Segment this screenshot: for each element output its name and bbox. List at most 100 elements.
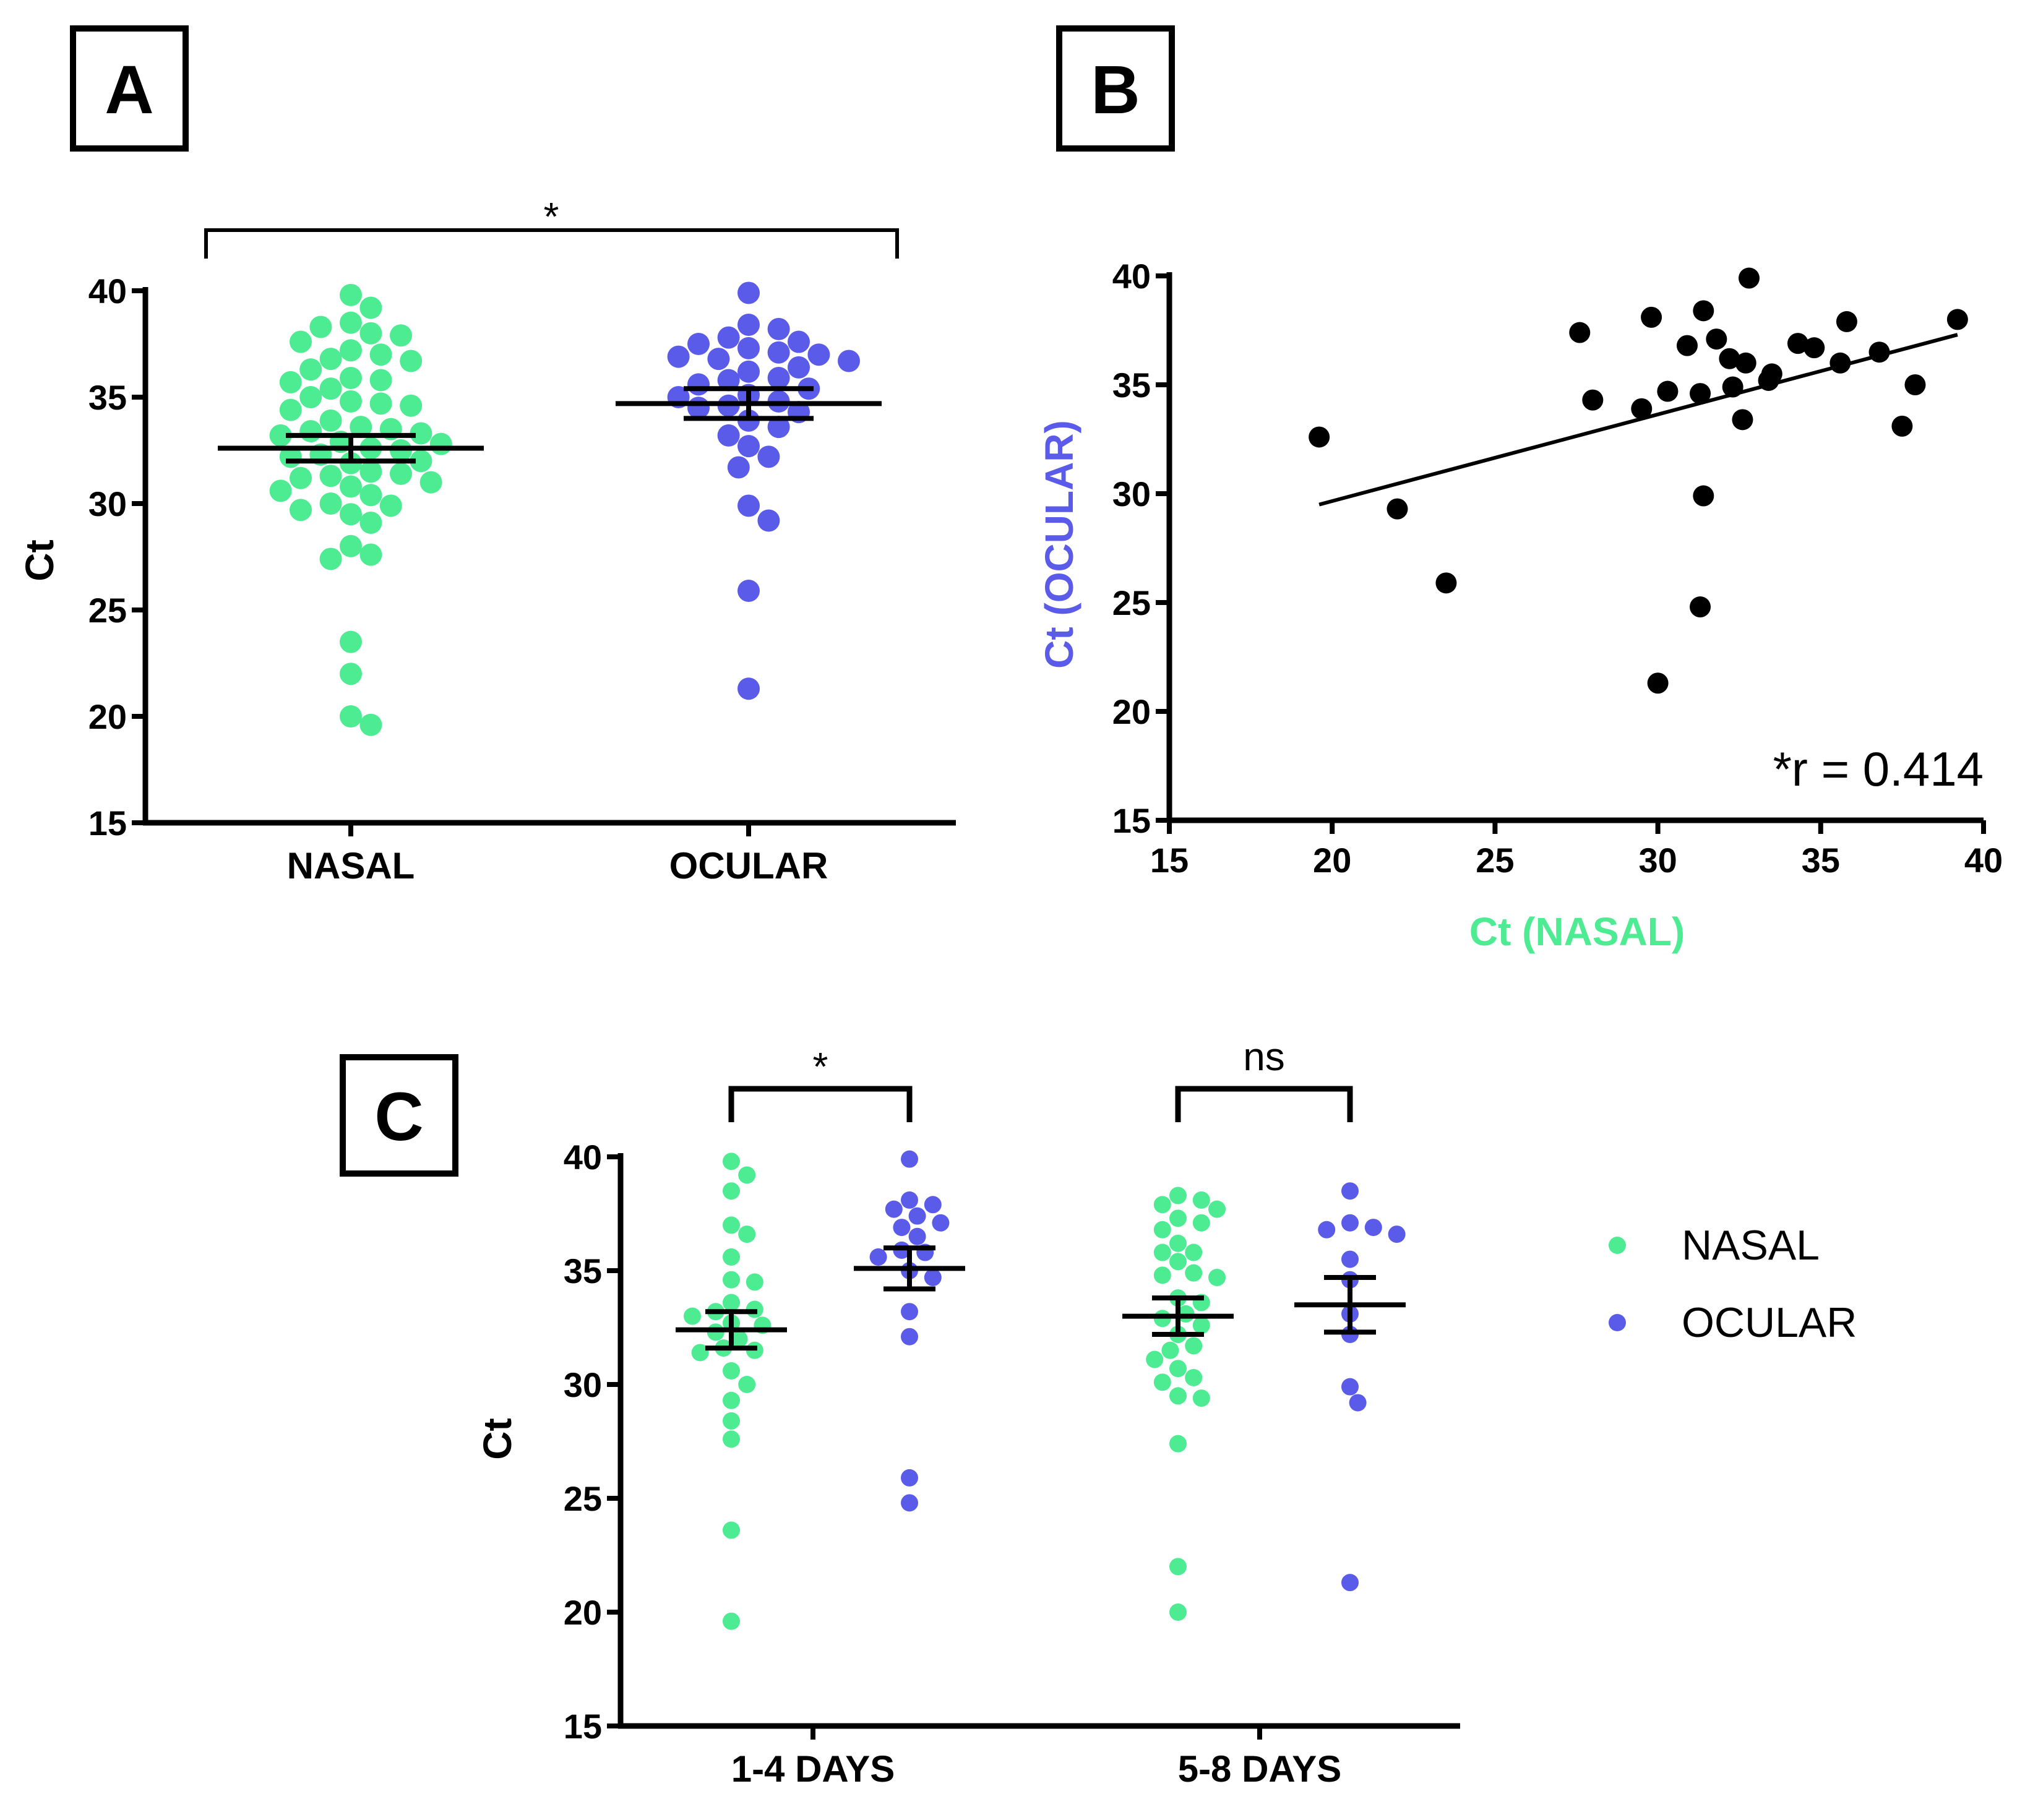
panel-a-point-ocular xyxy=(717,424,740,447)
panel-b-points xyxy=(1309,267,1968,694)
panel-b-point xyxy=(1787,333,1808,354)
panel-c-point-nasal xyxy=(1169,1187,1187,1204)
panel-c-point-nasal xyxy=(1169,1558,1187,1576)
panel-b-y-tick-label: 30 xyxy=(1112,474,1151,513)
panel-a-point-ocular xyxy=(737,337,760,359)
panel-b-point xyxy=(1829,352,1851,374)
panel-b-point xyxy=(1676,335,1698,356)
panel-c-point-nasal xyxy=(1192,1214,1210,1232)
panel-a-point-nasal xyxy=(340,705,362,728)
panel-b-point xyxy=(1706,328,1727,350)
panel-a-sig-bracket xyxy=(204,228,899,259)
panel-b-y-tick-label: 35 xyxy=(1112,366,1151,405)
panel-a-point-nasal xyxy=(359,543,382,566)
panel-a-x-tick-label: NASAL xyxy=(287,845,415,886)
panel-b-x-tick-label: 20 xyxy=(1313,841,1351,880)
panel-c-point-ocular xyxy=(885,1200,903,1218)
panel-c-point-nasal xyxy=(1169,1234,1187,1252)
panel-b-y-tick-label: 20 xyxy=(1112,692,1151,731)
panel-c-sig-bracket-1-4 xyxy=(728,1086,913,1122)
panel-a-point-nasal xyxy=(400,350,423,372)
panel-a-point-nasal xyxy=(269,479,292,502)
panel-c-point-nasal xyxy=(723,1294,740,1311)
panel-a-point-nasal xyxy=(410,422,432,445)
panel-c-point-nasal xyxy=(1208,1269,1226,1287)
panel-a-axes: 15 20 25 30 35 40 NASAL OCULAR xyxy=(88,272,956,886)
panel-c-point-ocular xyxy=(924,1196,942,1214)
panel-a-point-ocular xyxy=(767,341,790,364)
panel-a-point-ocular xyxy=(687,333,710,355)
panel-c-x-tick-label: 5-8 DAYS xyxy=(1178,1748,1342,1790)
panel-c-point-nasal xyxy=(1185,1368,1203,1386)
panel-c-point-ocular xyxy=(1388,1225,1406,1243)
panel-b-point xyxy=(1582,389,1604,411)
panel-c-point-nasal xyxy=(1153,1221,1171,1238)
panel-b-regression-line xyxy=(1318,333,1958,507)
panel-c-point-nasal xyxy=(1208,1200,1226,1218)
panel-a-point-nasal xyxy=(369,343,392,366)
panel-c-point-nasal xyxy=(730,1330,748,1348)
panel-a-point-nasal xyxy=(340,339,362,362)
panel-a-point-nasal xyxy=(390,324,412,347)
panel-b-point xyxy=(1631,398,1653,419)
panel-b-x-tick-label: 30 xyxy=(1638,841,1677,880)
panel-a-point-nasal xyxy=(319,377,342,400)
panel-b: B 15 20 25 30 35 40 15 20 25 30 35 40 Ct (NASAL) Ct… xyxy=(1037,25,2003,954)
panel-c-point-nasal xyxy=(723,1271,740,1289)
panel-c-point-ocular xyxy=(908,1227,926,1245)
panel-c-y-tick-label: 15 xyxy=(564,1707,602,1746)
panel-b-point xyxy=(1738,267,1760,289)
panel-a-point-ocular xyxy=(687,373,710,396)
panel-b-point xyxy=(1761,363,1782,385)
panel-a-point-nasal xyxy=(369,392,392,415)
panel-a-point-nasal xyxy=(390,462,412,485)
panel-a-point-nasal xyxy=(319,492,342,515)
panel-c-y-tick-label: 20 xyxy=(564,1593,602,1632)
panel-a-point-ocular xyxy=(687,397,710,419)
panel-c-point-nasal xyxy=(1169,1387,1187,1405)
panel-c-point-ocular xyxy=(924,1269,942,1287)
panel-c-point-nasal xyxy=(1169,1209,1187,1227)
panel-b-x-axis-title: Ct (NASAL) xyxy=(1469,909,1685,954)
panel-b-point xyxy=(1719,348,1740,369)
panel-a-point-nasal xyxy=(340,534,362,557)
panel-c-point-ocular xyxy=(908,1207,926,1225)
panel-a-point-ocular xyxy=(737,580,760,603)
panel-a-point-ocular xyxy=(667,345,690,368)
panel-a-point-nasal xyxy=(290,499,312,522)
panel-b-correlation-annotation: *r = 0.414 xyxy=(1773,742,1984,796)
panel-a-point-ocular xyxy=(757,445,780,468)
panel-a-point-nasal xyxy=(340,475,362,498)
panel-c-point-nasal xyxy=(723,1216,740,1234)
panel-a-y-axis-title: Ct xyxy=(17,539,62,582)
panel-c-x-tick-label: 1-4 DAYS xyxy=(731,1748,895,1790)
panel-c-point-nasal xyxy=(1169,1360,1187,1378)
panel-c-point-nasal xyxy=(691,1344,709,1362)
panel-c-point-nasal xyxy=(723,1362,740,1380)
panel-c-legend: NASAL OCULAR xyxy=(1609,1222,1857,1346)
panel-a-point-nasal xyxy=(419,471,442,494)
panel-c-point-ocular xyxy=(901,1303,918,1321)
panel-b-point xyxy=(1387,498,1408,520)
panel-a: A * 15 20 25 30 35 40 NASAL OCULAR Ct xyxy=(17,25,956,886)
panel-c-point-nasal xyxy=(723,1248,740,1266)
panel-a-point-ocular xyxy=(737,494,760,517)
panel-c-point-ocular xyxy=(869,1248,887,1266)
panel-c-point-ocular xyxy=(1341,1214,1359,1232)
panel-c-mean-sem xyxy=(676,1245,1406,1351)
panel-a-point-ocular xyxy=(737,281,760,304)
panel-a-point-ocular xyxy=(737,314,760,337)
panel-a-point-ocular xyxy=(727,456,750,479)
panel-b-x-tick-label: 40 xyxy=(1964,841,2003,880)
panel-a-point-nasal xyxy=(319,348,342,371)
panel-c-point-nasal xyxy=(738,1225,756,1243)
panel-a-point-ocular xyxy=(838,350,860,372)
panel-c-point-nasal xyxy=(1169,1253,1187,1271)
panel-c-point-nasal xyxy=(1146,1350,1164,1368)
panel-c-point-nasal xyxy=(684,1307,701,1325)
panel-c-point-nasal xyxy=(738,1376,756,1393)
legend-ocular-marker xyxy=(1609,1314,1626,1331)
panel-a-point-nasal xyxy=(299,358,322,381)
panel-c-point-nasal xyxy=(1153,1196,1171,1214)
panel-b-y-tick-label: 15 xyxy=(1112,801,1151,840)
